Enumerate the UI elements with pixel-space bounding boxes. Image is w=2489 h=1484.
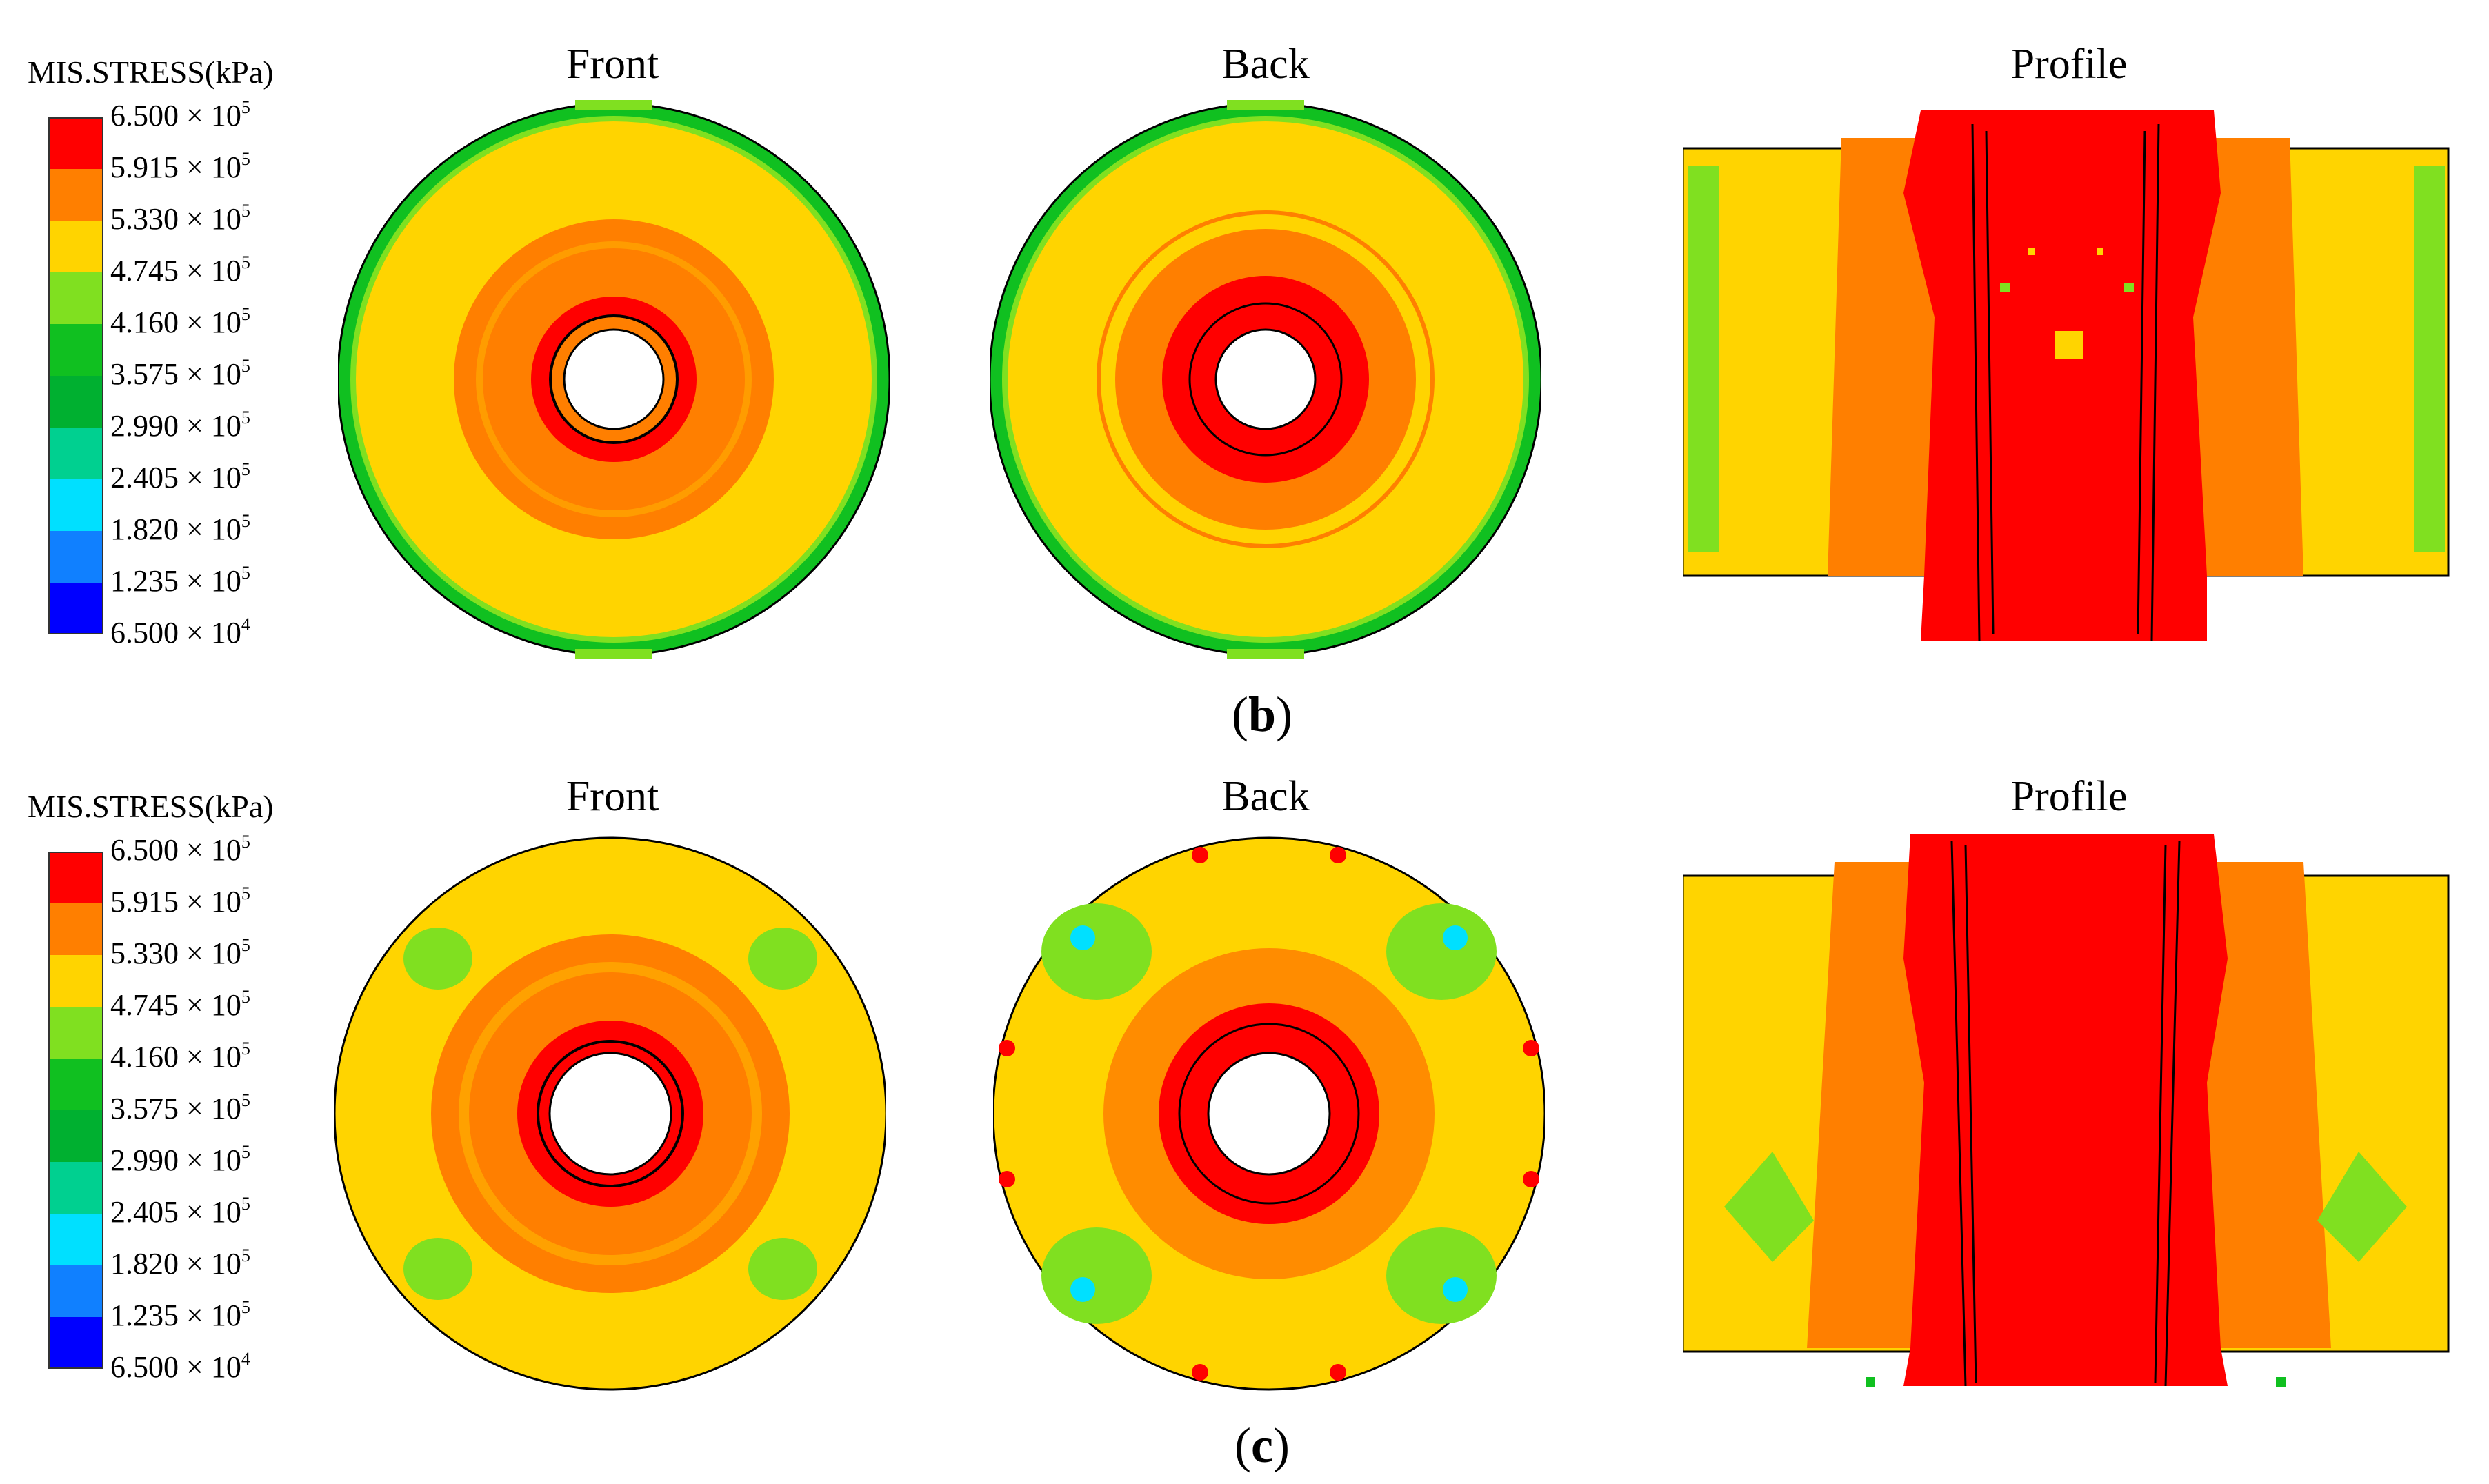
colorbar-band <box>48 1110 103 1162</box>
colorbar-tick-label: 1.820 × 105 <box>110 1245 250 1281</box>
colorbar-frame <box>48 852 103 1369</box>
colorbar-tick-label: 1.235 × 105 <box>110 1296 250 1332</box>
colorbar-tick-label: 6.500 × 105 <box>110 831 250 867</box>
front-disc-c <box>334 836 886 1391</box>
back-disc-b <box>990 100 1541 659</box>
title-profile-b: Profile <box>2010 41 2128 88</box>
colorbar-tick-label: 4.745 × 105 <box>110 986 250 1022</box>
colorbar-band <box>48 903 103 955</box>
colorbar-band <box>48 1007 103 1059</box>
colorbar-band <box>48 428 103 479</box>
colorbar-tick-label: 3.575 × 105 <box>110 1090 250 1125</box>
colorbar-tick-label: 6.500 × 104 <box>110 1348 250 1384</box>
colorbar-tick-label: 2.990 × 105 <box>110 407 250 443</box>
title-back-c: Back <box>1221 773 1310 820</box>
colorbar-band <box>48 117 103 169</box>
title-back-b: Back <box>1221 41 1310 88</box>
colorbar-tick-label: 5.330 × 105 <box>110 934 250 970</box>
colorbar-band <box>48 1317 103 1369</box>
colorbar-band <box>48 272 103 324</box>
colorbar-tick-label: 6.500 × 104 <box>110 614 250 650</box>
legend-title-b: MIS.STRESS(kPa) <box>28 54 274 90</box>
title-front-c: Front <box>566 773 659 820</box>
colorbar-band <box>48 1162 103 1214</box>
colorbar-tick-label: 4.160 × 105 <box>110 1038 250 1074</box>
legend-title-c: MIS.STRESS(kPa) <box>28 789 274 824</box>
colorbar-tick-label: 2.405 × 105 <box>110 1193 250 1229</box>
colorbar-b <box>48 117 103 634</box>
colorbar-tick-label: 4.160 × 105 <box>110 303 250 339</box>
colorbar-tick-label: 2.990 × 105 <box>110 1141 250 1177</box>
caption-b: (b) <box>1231 687 1292 742</box>
title-profile-c: Profile <box>2010 773 2128 820</box>
colorbar-band <box>48 1265 103 1317</box>
caption-c: (c) <box>1234 1418 1290 1473</box>
colorbar-tick-label: 5.330 × 105 <box>110 200 250 236</box>
colorbar-band <box>48 169 103 221</box>
colorbar-band <box>48 1059 103 1110</box>
colorbar-band <box>48 852 103 903</box>
colorbar-tick-label: 1.820 × 105 <box>110 510 250 546</box>
colorbar-tick-label: 3.575 × 105 <box>110 355 250 391</box>
colorbar-tick-label: 6.500 × 105 <box>110 97 250 132</box>
colorbar-band <box>48 324 103 376</box>
colorbar-band <box>48 221 103 272</box>
profile-b <box>1683 110 2450 642</box>
back-disc-c <box>993 836 1545 1391</box>
colorbar-band <box>48 376 103 428</box>
colorbar-tick-label: 5.915 × 105 <box>110 148 250 184</box>
colorbar-tick-label: 1.235 × 105 <box>110 562 250 598</box>
colorbar-c <box>48 852 103 1369</box>
colorbar-band <box>48 583 103 634</box>
colorbar-band <box>48 955 103 1007</box>
colorbar-band <box>48 1214 103 1265</box>
title-front-b: Front <box>566 41 659 88</box>
colorbar-tick-label: 2.405 × 105 <box>110 459 250 494</box>
colorbar-frame <box>48 117 103 634</box>
colorbar-band <box>48 479 103 531</box>
profile-c <box>1683 834 2450 1387</box>
front-disc-b <box>338 100 890 659</box>
colorbar-band <box>48 531 103 583</box>
colorbar-tick-label: 5.915 × 105 <box>110 883 250 919</box>
colorbar-tick-label: 4.745 × 105 <box>110 252 250 288</box>
